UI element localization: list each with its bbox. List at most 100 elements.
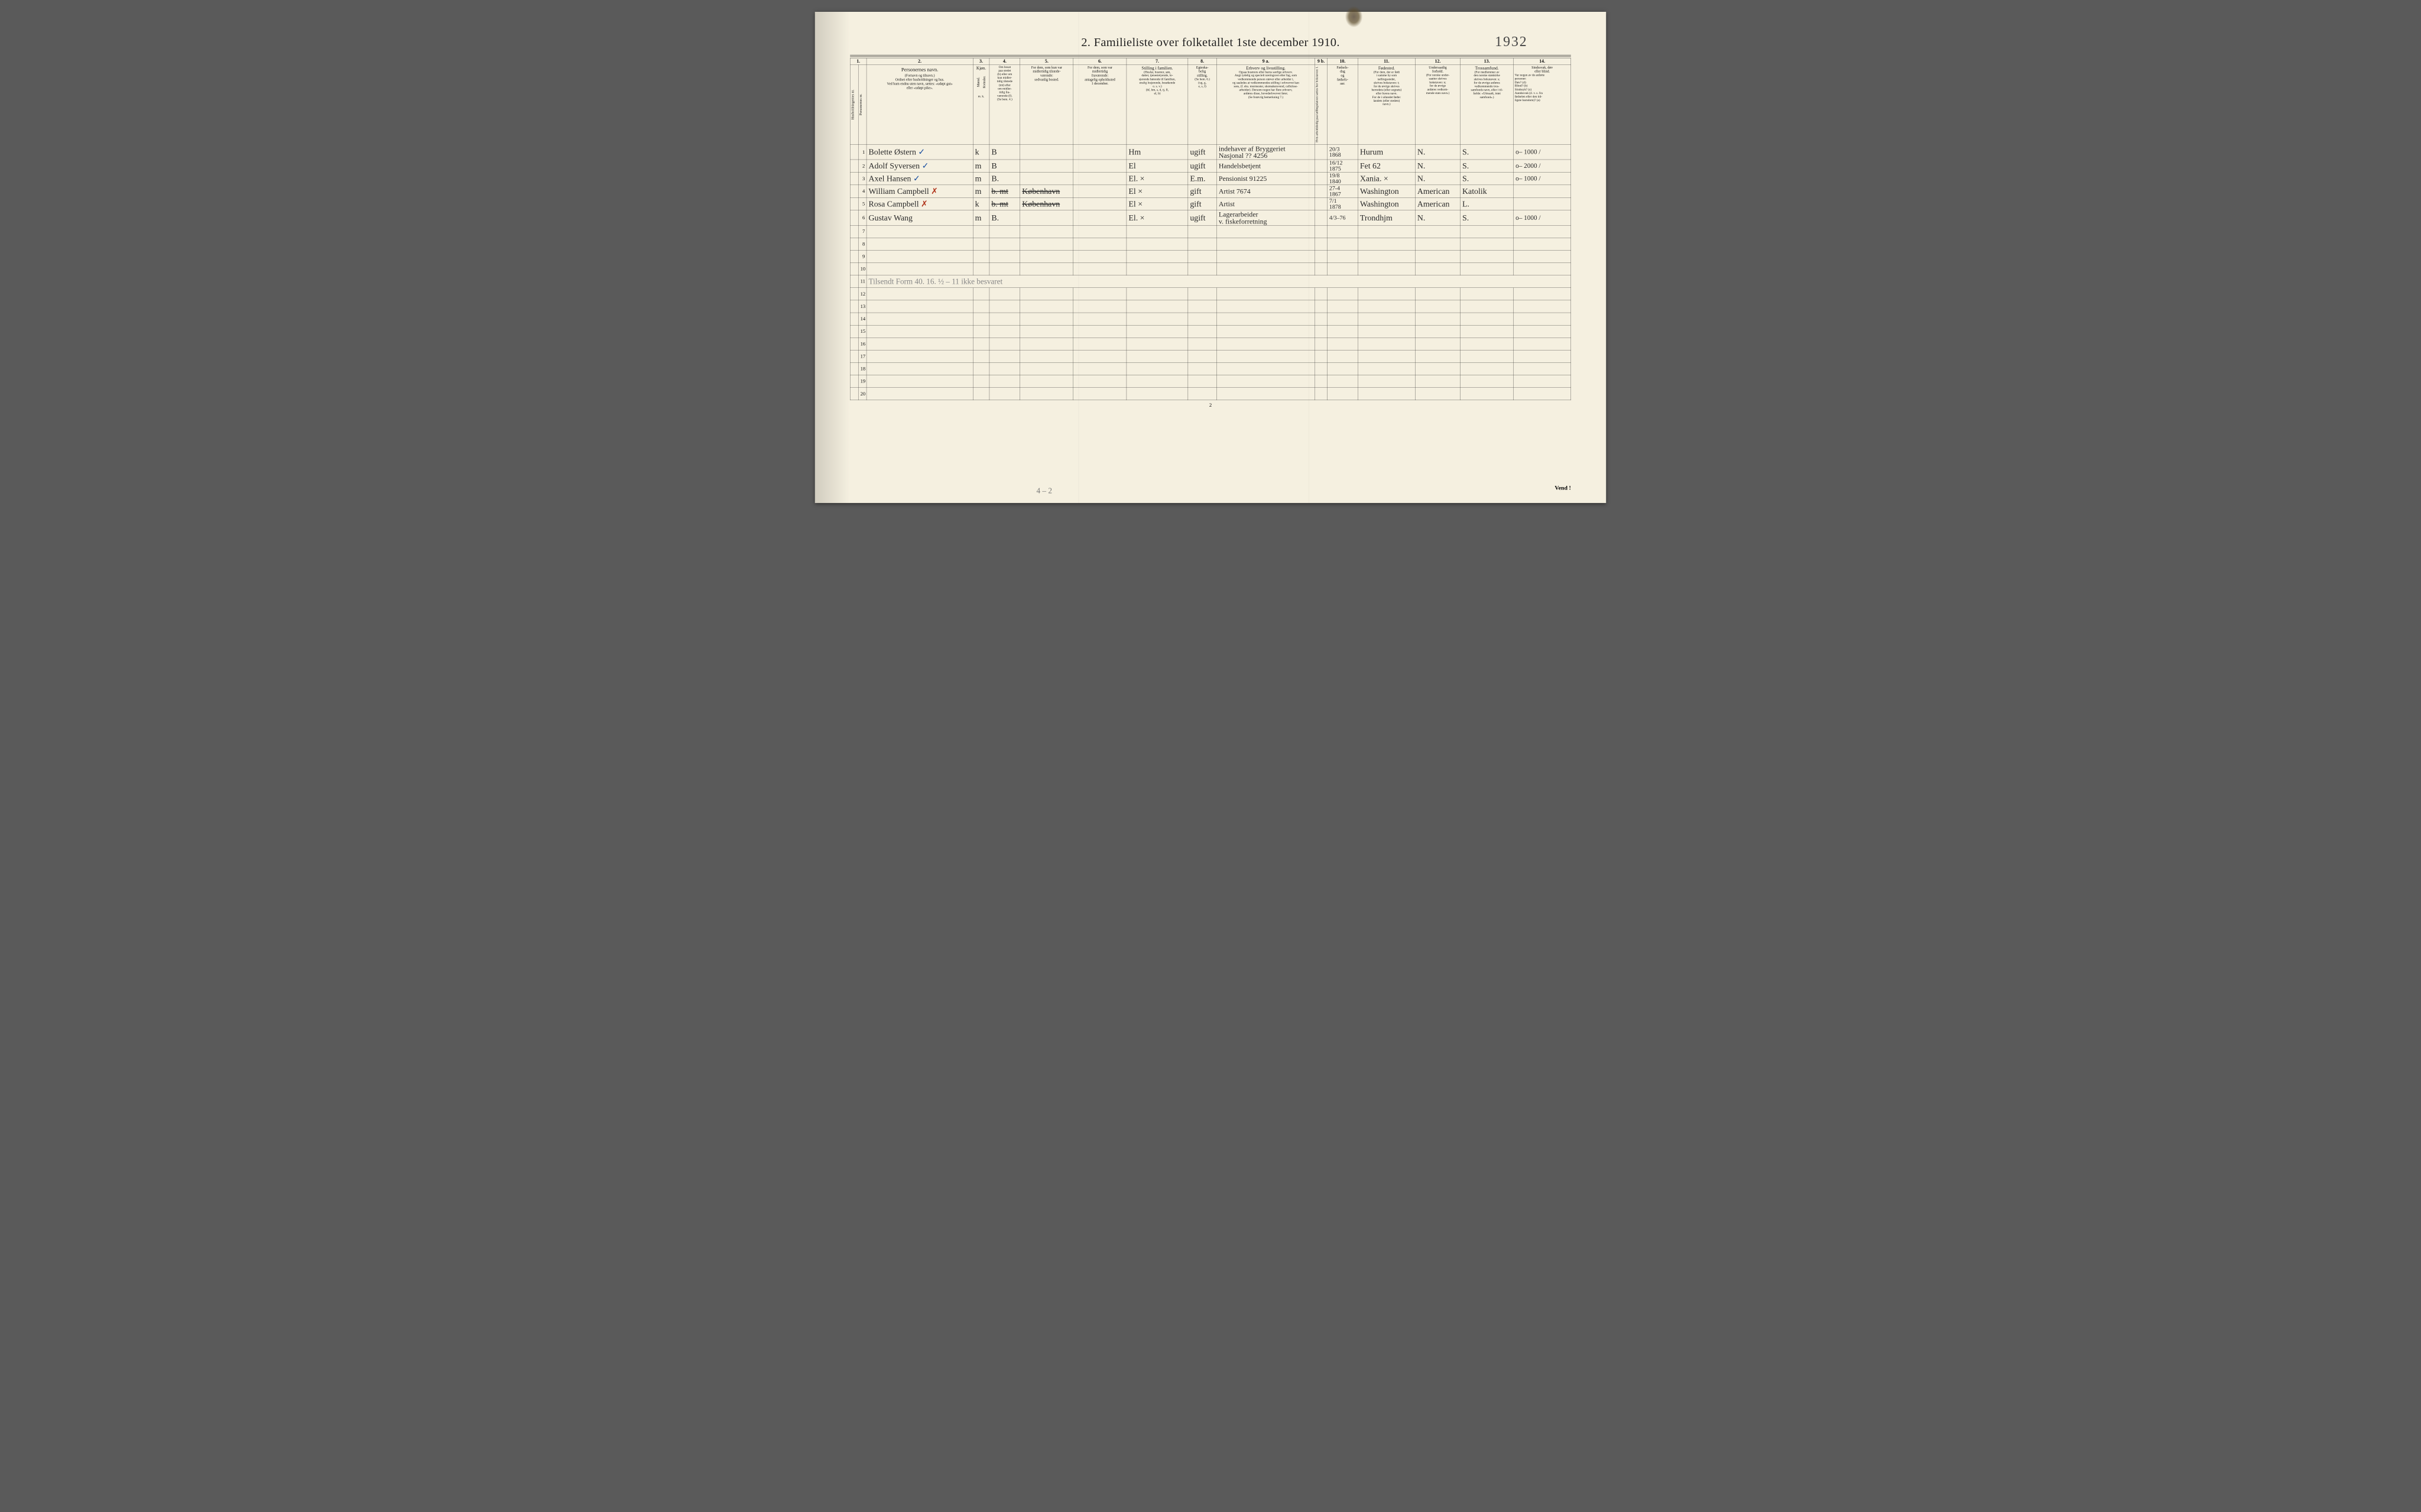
cell-birthplace: Xania. × [1358,172,1415,184]
hdr-family-sub: (Husfar, husmor, søn, datter, tjenestety… [1128,70,1187,95]
hdr-person-nr: Personernes nr. [858,64,867,144]
household-nr [850,325,858,338]
empty-cell [1327,262,1358,275]
cell-marital: E.m. [1188,172,1216,184]
hdr-sex-title: Kjøn. [974,66,988,70]
cell-citizenship: N. [1415,160,1460,172]
empty-cell [1020,238,1073,250]
scribble-note: Tilsendt Form 40. 16. ½ – 11 ikke besvar… [867,275,1571,288]
empty-cell [1327,362,1358,375]
census-page: 2. Familieliste over folketallet 1ste de… [815,12,1606,503]
empty-cell [1127,300,1188,313]
cell-status: B. [989,172,1020,184]
empty-cell [1315,338,1328,350]
cell-citizenship: American [1415,197,1460,210]
person-nr: 5 [858,197,867,210]
person-nr: 12 [858,288,867,300]
empty-cell [1461,300,1514,313]
cell-disability [1514,185,1571,197]
empty-cell [1020,375,1073,388]
empty-cell [867,238,973,250]
empty-cell [1327,388,1358,400]
hdr-sex-k: Kvinder. [982,70,986,94]
household-nr [850,197,858,210]
cell-absent-location [1073,160,1127,172]
table-row: 10 [850,262,1570,275]
table-row: 5 Rosa Campbell ✗ k b. mt København El ×… [850,197,1570,210]
empty-cell [973,388,989,400]
empty-cell [1020,325,1073,338]
cell-citizenship: American [1415,185,1460,197]
header-row: Husholdningernes nr. Personernes nr. Per… [850,64,1570,144]
cell-status: B [989,145,1020,160]
empty-cell [1315,325,1328,338]
hdr-dis-sub: Var nogen av de anførte personer: Døv? (… [1515,73,1570,102]
empty-cell [1415,338,1460,350]
household-nr [850,362,858,375]
cell-absent-location [1073,185,1127,197]
hdr-sex: Kjøn. Mænd. Kvinder. m. k. [973,64,989,144]
table-row: 9 [850,250,1570,262]
cell-name: Gustav Wang [867,210,973,225]
empty-cell [973,325,989,338]
empty-cell [1327,375,1358,388]
empty-cell [1415,350,1460,362]
empty-cell [1327,300,1358,313]
empty-cell [1514,338,1571,350]
empty-cell [1514,238,1571,250]
empty-cell [989,238,1020,250]
empty-cell [867,262,973,275]
hdr-name-sub: (Fornavn og tilnavn.) Ordnet efter husho… [868,73,972,89]
household-nr [850,300,858,313]
empty-cell [1216,238,1315,250]
hdr-family-pos: Stilling i familien. (Husfar, husmor, sø… [1127,64,1188,144]
cell-birthplace: Trondhjm [1358,210,1415,225]
colnum-3: 3. [973,58,989,64]
page-title: 2. Familieliste over folketallet 1ste de… [1081,35,1340,48]
hdr-cit-sub: (For norske under- saatter skrives bokst… [1417,73,1459,95]
cell-sex: m [973,210,989,225]
empty-cell [1358,362,1415,375]
empty-cell [1514,375,1571,388]
household-nr [850,145,858,160]
table-row: 15 [850,325,1570,338]
empty-cell [989,313,1020,325]
empty-cell [1358,250,1415,262]
empty-cell [989,225,1020,238]
table-row: 4 William Campbell ✗ m b. mt København E… [850,185,1570,197]
empty-cell [973,300,989,313]
hdr-sex-m: Mænd. [976,70,981,94]
empty-cell [1327,325,1358,338]
empty-cell [1216,375,1315,388]
empty-cell [1315,388,1328,400]
empty-cell [1073,350,1127,362]
empty-cell [1188,288,1216,300]
cell-family-position: El × [1127,185,1188,197]
empty-cell [1358,238,1415,250]
cell-marital: gift [1188,197,1216,210]
empty-cell [1188,300,1216,313]
empty-cell [1073,288,1127,300]
cell-birthplace: Washington [1358,185,1415,197]
hdr-rel-sub: (For medlemmer av den norske statskirke … [1462,70,1513,99]
hdr-occ-title: Erhverv og livsstilling. [1218,66,1314,70]
hdr-unemployed: Hvis arbeidsledig paa tællingsdatoen sæt… [1315,64,1328,144]
empty-cell [1127,388,1188,400]
cell-religion: S. [1461,145,1514,160]
empty-cell [1315,375,1328,388]
cell-sex: k [973,197,989,210]
empty-cell [1415,313,1460,325]
cell-family-position: Hm [1127,145,1188,160]
person-nr: 2 [858,160,867,172]
table-row: 13 [850,300,1570,313]
colnum-13: 13. [1461,58,1514,64]
empty-cell [1020,388,1073,400]
empty-cell [1358,300,1415,313]
empty-cell [1188,238,1216,250]
hdr-bp-sub: (For dem, der er født i samme by som tæl… [1359,70,1414,106]
colnum-14: 14. [1514,58,1571,64]
cell-birthdate: 4/3–76 [1327,210,1358,225]
check-mark: ✗ [931,187,938,196]
empty-cell [1358,388,1415,400]
rule-top [850,55,1571,57]
